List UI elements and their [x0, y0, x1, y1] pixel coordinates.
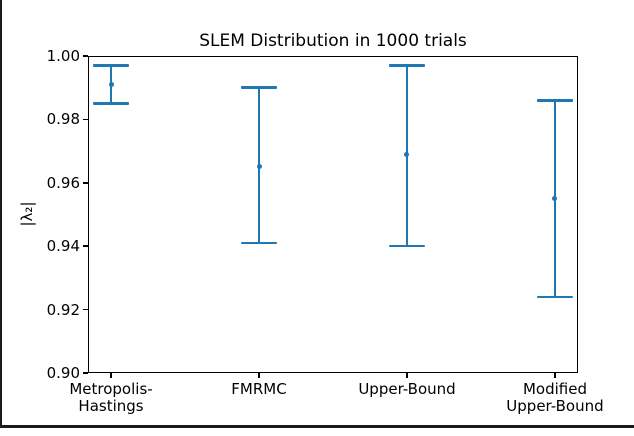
errorbar-cap-top [388, 64, 425, 67]
x-tick-label: Upper-Bound [332, 381, 482, 398]
y-tick-label: 0.90 [46, 364, 80, 382]
x-tick-label-line: Upper-Bound [358, 380, 456, 398]
errorbar-cap-bottom [93, 102, 130, 105]
window-border-left [0, 0, 2, 428]
y-tick-mark [83, 308, 88, 311]
x-tick-label: FMRMC [184, 381, 334, 398]
y-tick-label: 0.92 [46, 300, 80, 319]
x-tick-mark [110, 373, 112, 378]
x-tick-mark [258, 373, 260, 378]
x-tick-label-line: Modified [522, 380, 587, 398]
x-tick-label-line: Hastings [78, 397, 144, 415]
errorbar-cap-bottom [388, 244, 425, 248]
x-tick-label-line: FMRMC [231, 380, 287, 398]
errorbar-mean-marker [552, 196, 558, 202]
x-tick-mark [406, 373, 408, 378]
y-tick-mark [83, 55, 88, 57]
chart-title: SLEM Distribution in 1000 trials [199, 31, 467, 51]
window-border-bottom [0, 425, 634, 428]
x-tick-label: Modified Upper-Bound [480, 381, 630, 415]
plot-area [88, 56, 578, 373]
errorbar-cap-bottom [536, 295, 573, 299]
y-tick-mark [83, 118, 88, 121]
errorbar-cap-top [536, 99, 573, 102]
x-tick-label-line: Metropolis- [69, 380, 153, 398]
errorbar-cap-top [93, 64, 130, 67]
x-tick-label: Metropolis- Hastings [36, 381, 186, 415]
y-tick-label: 0.96 [46, 173, 80, 192]
x-tick-label-line: Upper-Bound [506, 397, 604, 415]
errorbar-cap-bottom [241, 241, 277, 245]
x-tick-mark [554, 373, 556, 378]
y-axis-label: |λ₂| [18, 201, 36, 227]
y-tick-mark [83, 372, 88, 374]
errorbar-mean-marker [404, 151, 410, 157]
y-tick-mark [83, 245, 88, 247]
errorbar-mean-marker [108, 82, 114, 88]
y-tick-label: 0.98 [46, 110, 80, 129]
errorbar-mean-marker [256, 164, 262, 170]
y-tick-label: 0.94 [46, 237, 80, 256]
y-tick-label: 1.00 [46, 47, 80, 65]
errorbar-cap-top [241, 86, 277, 89]
y-tick-mark [83, 182, 88, 184]
